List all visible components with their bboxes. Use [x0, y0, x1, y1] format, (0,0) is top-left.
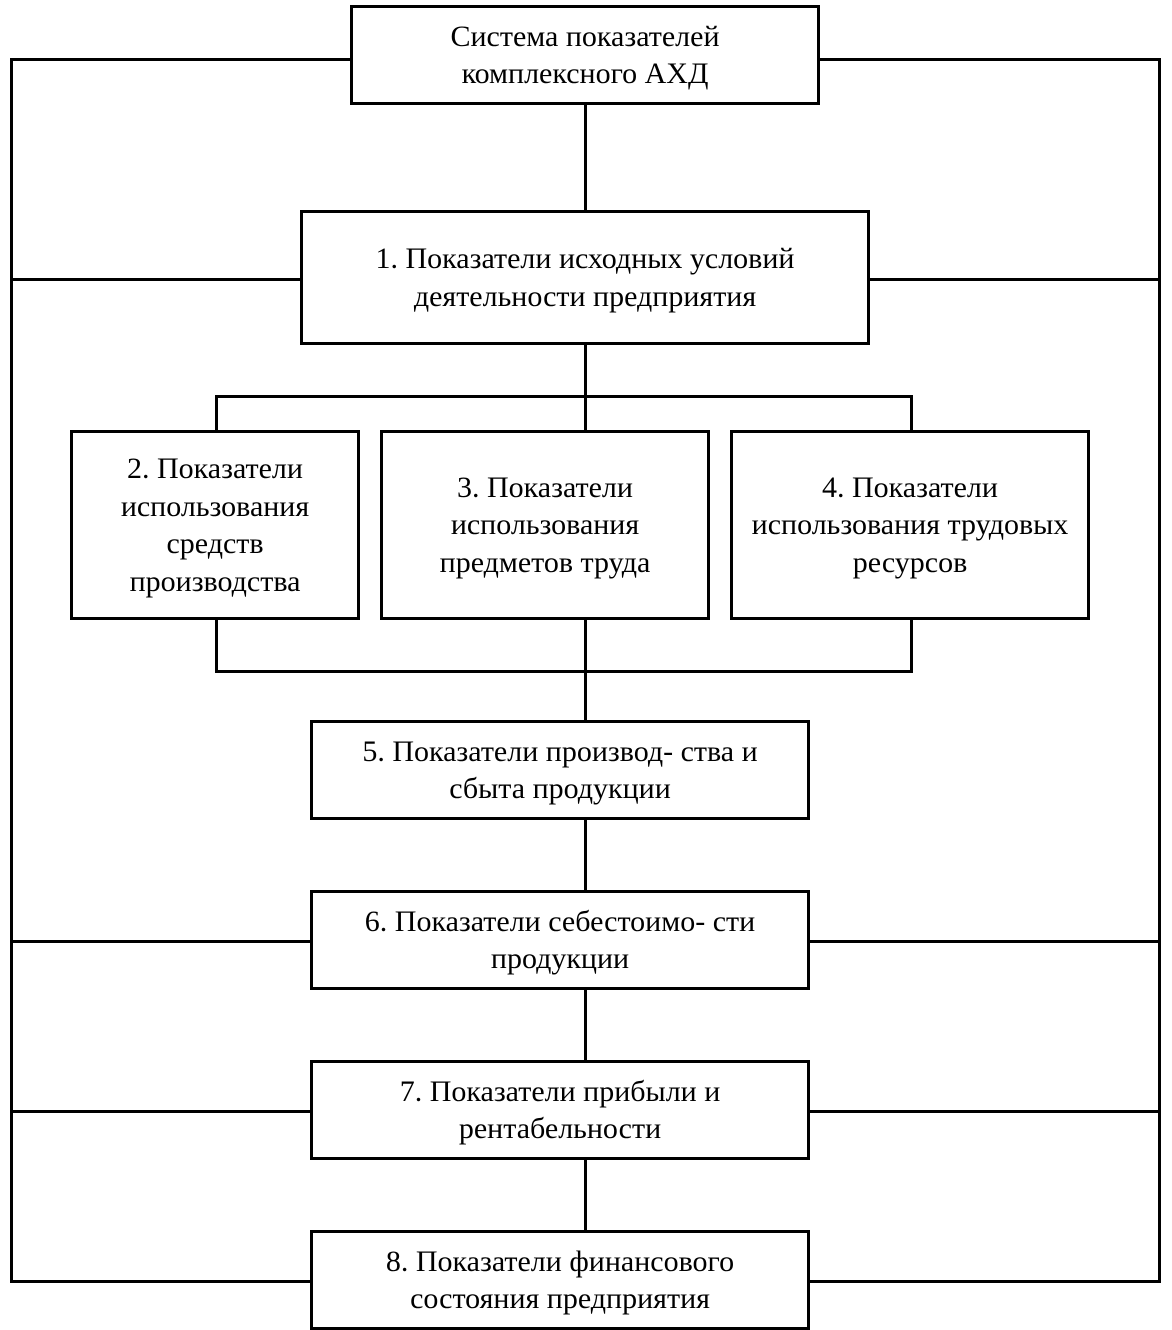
- edge: [215, 620, 218, 670]
- edge: [10, 58, 350, 61]
- edge: [810, 1280, 1161, 1283]
- node-label: 3. Показатели использования предметов тр…: [393, 469, 697, 582]
- edge: [910, 620, 913, 670]
- node-8: 8. Показатели финансового состояния пред…: [310, 1230, 810, 1330]
- node-7: 7. Показатели прибыли и рентабельности: [310, 1060, 810, 1160]
- edge: [10, 1280, 310, 1283]
- node-label: Система показателей комплексного АХД: [363, 18, 807, 93]
- edge: [584, 820, 587, 890]
- edge: [10, 1110, 310, 1113]
- edge: [584, 990, 587, 1060]
- node-label: 7. Показатели прибыли и рентабельности: [323, 1073, 797, 1148]
- node-5: 5. Показатели производ- ства и сбыта про…: [310, 720, 810, 820]
- edge: [215, 670, 913, 673]
- node-label: 1. Показатели исходных условий деятельно…: [313, 240, 857, 315]
- edge: [10, 940, 310, 943]
- node-3: 3. Показатели использования предметов тр…: [380, 430, 710, 620]
- node-label: 2. Показатели использования средств прои…: [83, 450, 347, 600]
- node-1: 1. Показатели исходных условий деятельно…: [300, 210, 870, 345]
- node-6: 6. Показатели себестоимо- сти продукции: [310, 890, 810, 990]
- edge: [584, 105, 587, 210]
- node-label: 5. Показатели производ- ства и сбыта про…: [323, 733, 797, 808]
- edge: [10, 58, 13, 1283]
- node-4: 4. Показатели использования трудовых рес…: [730, 430, 1090, 620]
- edge: [870, 278, 1161, 281]
- node-label: 4. Показатели использования трудовых рес…: [743, 469, 1077, 582]
- node-label: 8. Показатели финансового состояния пред…: [323, 1243, 797, 1318]
- diagram-canvas: Система показателей комплексного АХД 1. …: [0, 0, 1172, 1306]
- edge: [584, 345, 587, 430]
- node-root: Система показателей комплексного АХД: [350, 5, 820, 105]
- edge: [584, 1160, 587, 1230]
- edge: [910, 395, 913, 430]
- edge: [215, 395, 913, 398]
- node-label: 6. Показатели себестоимо- сти продукции: [323, 903, 797, 978]
- edge: [1158, 58, 1161, 1283]
- edge: [215, 395, 218, 430]
- node-2: 2. Показатели использования средств прои…: [70, 430, 360, 620]
- edge: [820, 58, 1161, 61]
- edge: [810, 1110, 1161, 1113]
- edge: [10, 278, 300, 281]
- edge: [810, 940, 1161, 943]
- edge: [584, 620, 587, 720]
